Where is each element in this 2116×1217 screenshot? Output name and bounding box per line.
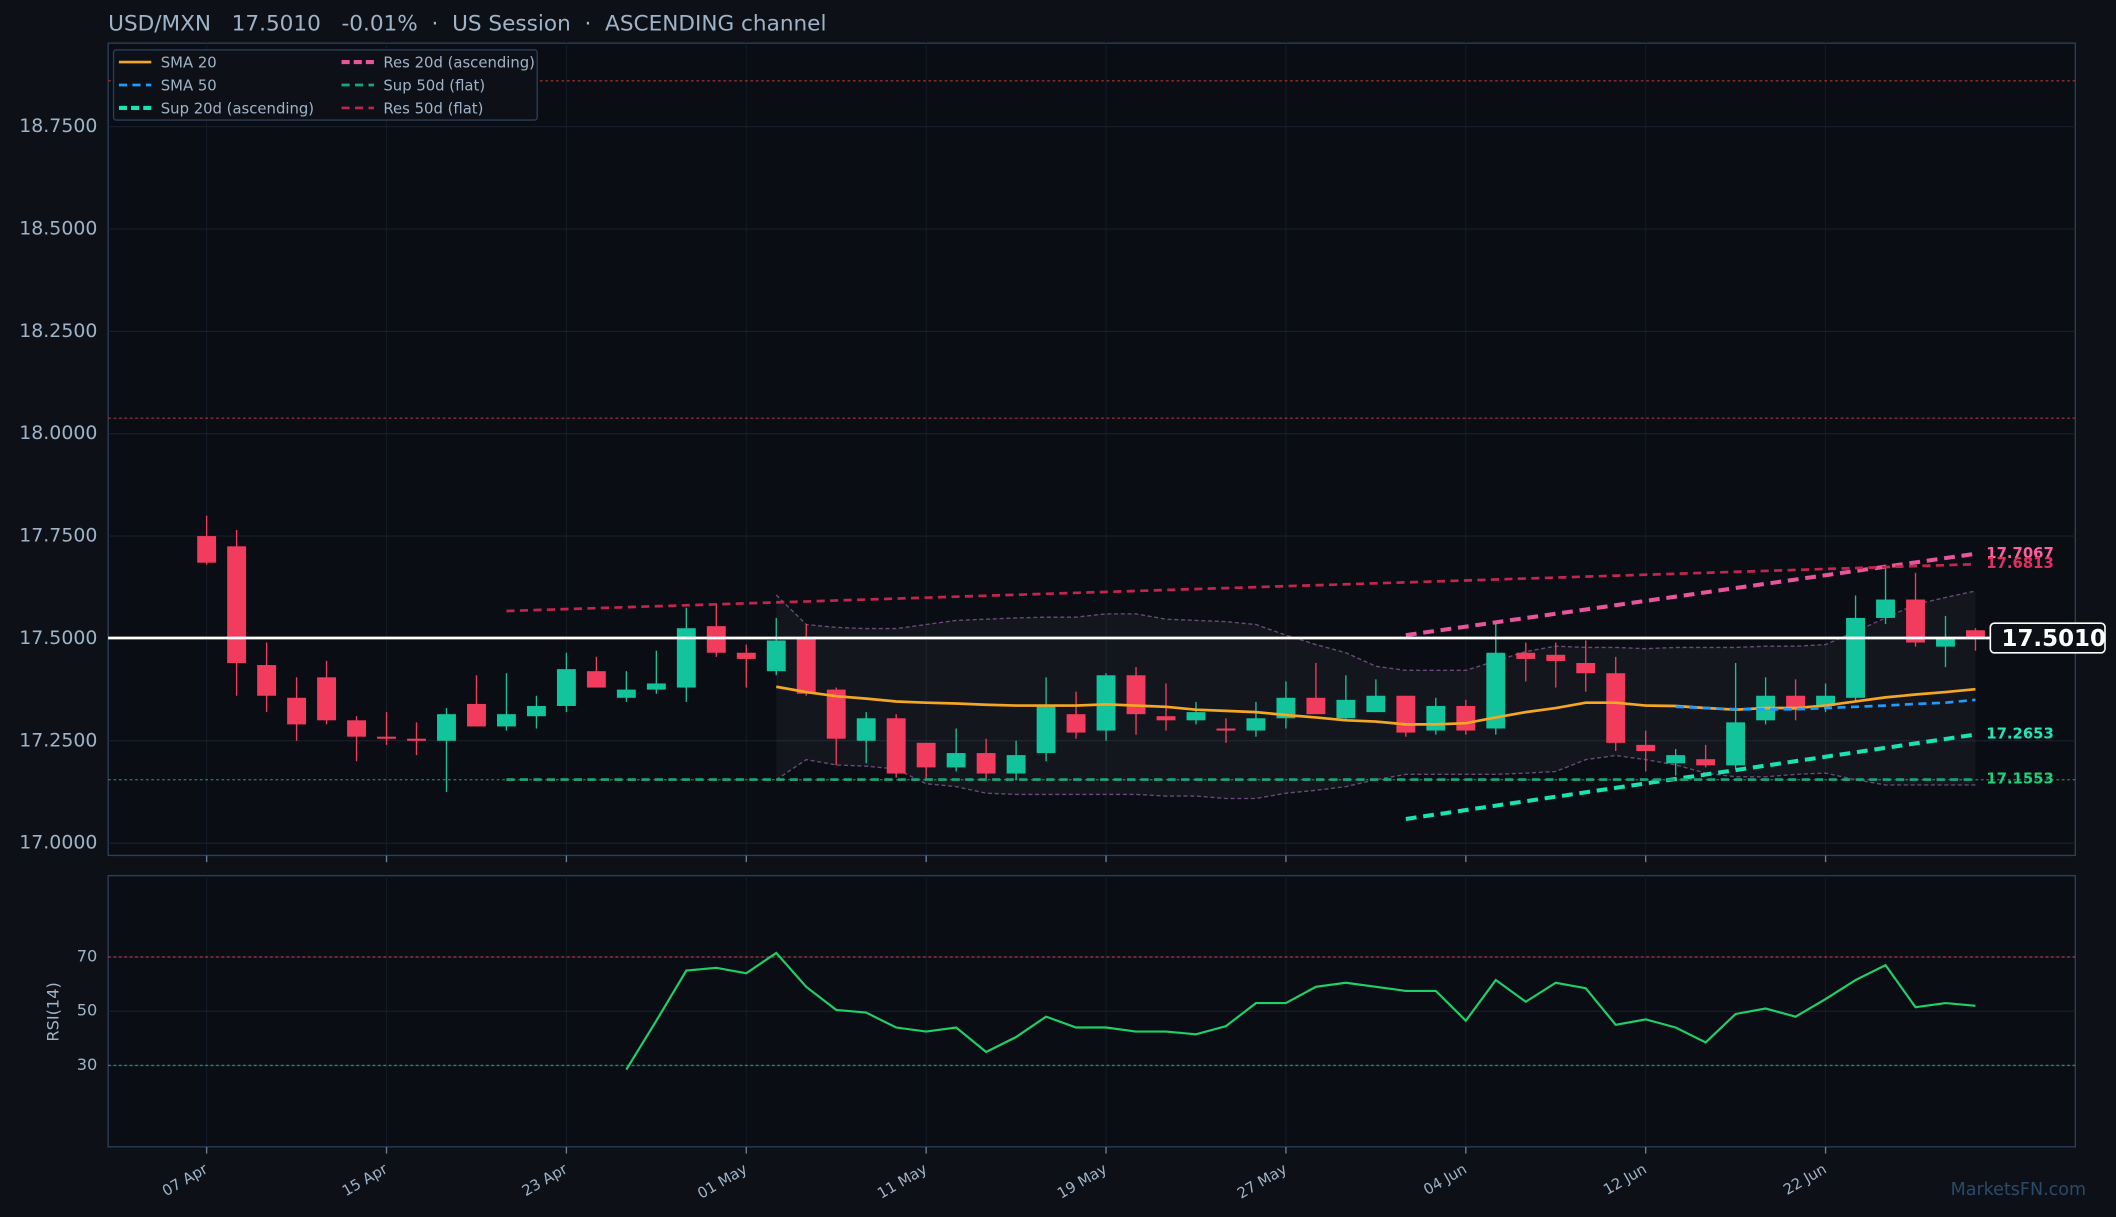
candle-body: [1936, 638, 1955, 647]
candle-body: [976, 753, 996, 774]
candle-body: [1546, 654, 1566, 661]
trend-end-label: 17.7067: [1986, 545, 2054, 562]
last-price-box: [1989, 622, 2106, 654]
candle-body: [1606, 673, 1626, 743]
candle-body: [1066, 714, 1086, 733]
candle-body: [886, 718, 906, 774]
candle-body: [467, 703, 486, 727]
candle-body: [1906, 599, 1925, 643]
y-tick-label: 18.7500: [19, 115, 97, 137]
candle-body: [766, 640, 786, 672]
candle-body: [796, 638, 816, 694]
candle-body: [1456, 705, 1476, 731]
trend-end-label: 17.6813: [1986, 555, 2054, 572]
candle-body: [227, 546, 247, 663]
candle-body: [407, 738, 426, 741]
candle-body: [1396, 695, 1416, 733]
candle-body: [1696, 759, 1716, 766]
candle-body: [1576, 662, 1596, 674]
candle-body: [1846, 617, 1865, 698]
candle-body: [526, 705, 546, 717]
y-tick-label: 70: [77, 947, 98, 966]
candle-body: [1486, 652, 1506, 729]
candle-body: [946, 753, 966, 768]
trend-end-label: 17.1553: [1986, 771, 2054, 788]
candle-body: [377, 736, 396, 739]
candle-body: [916, 742, 936, 768]
candle-body: [676, 628, 696, 688]
candle-body: [556, 669, 576, 706]
candle-body: [197, 536, 217, 563]
price-panel: [107, 42, 2076, 857]
y-tick-label: 17.2500: [19, 729, 97, 751]
trend-line: [1405, 732, 1976, 821]
candle-body: [1516, 652, 1536, 659]
y-tick-label: 18.5000: [19, 218, 97, 240]
candle-body: [1966, 630, 1985, 639]
candle-body: [496, 714, 516, 727]
candle-body: [1216, 728, 1236, 731]
candle-body: [706, 626, 726, 653]
rsi-line: [625, 951, 1976, 1071]
band-line: [775, 590, 1976, 672]
candle-body: [257, 665, 277, 696]
candle-body: [1306, 697, 1326, 715]
candle-body: [1036, 705, 1056, 754]
legend-label: SMA 20: [161, 54, 217, 71]
candle-body: [1246, 718, 1266, 731]
candle-body: [1276, 697, 1296, 719]
legend-label: Sup 50d (flat): [383, 77, 485, 94]
chart-title: USD/MXN 17.5010 -0.01% · US Session · AS…: [108, 11, 826, 36]
candle-body: [287, 697, 307, 725]
candle-body: [856, 718, 876, 741]
y-tick-label: 17.5000: [19, 627, 97, 649]
y-tick-label: 18.2500: [19, 320, 97, 342]
y-tick-label: 30: [77, 1055, 98, 1074]
candle-body: [736, 652, 756, 659]
candle-body: [1426, 705, 1446, 731]
candle-body: [1126, 675, 1146, 715]
candle-body: [1666, 755, 1686, 764]
trend-end-label: 17.2653: [1986, 726, 2054, 743]
y-tick-label: 18.0000: [19, 422, 97, 444]
candle-body: [347, 720, 366, 737]
band-line: [775, 754, 1976, 800]
candle-body: [1876, 599, 1895, 618]
y-tick-label: 17.0000: [19, 832, 97, 854]
candle-body: [437, 714, 456, 741]
trend-line: [1405, 551, 1976, 638]
candle-body: [1336, 699, 1356, 719]
y-tick-label: 50: [77, 1001, 98, 1020]
legend-label: SMA 50: [161, 77, 217, 94]
candle-body: [616, 689, 636, 698]
legend-label: Sup 20d (ascending): [161, 100, 314, 117]
candle-body: [1366, 695, 1386, 713]
y-tick-label: 17.7500: [19, 525, 97, 547]
candle-body: [1096, 675, 1116, 731]
trend-line: [506, 562, 1976, 613]
candle-body: [1186, 712, 1206, 721]
legend-label: Res 20d (ascending): [383, 54, 535, 71]
watermark: MarketsFN.com: [1951, 1180, 2086, 1200]
last-price-label: 17.5010: [2002, 626, 2106, 652]
legend-label: Res 50d (flat): [383, 100, 483, 117]
legend-box: [112, 49, 538, 121]
candle-body: [586, 671, 606, 688]
candle-body: [1636, 744, 1656, 752]
y-axis-label: RSI(14): [44, 982, 63, 1042]
indicator-line: [1675, 698, 1976, 711]
candle-body: [826, 689, 846, 739]
candle-body: [1726, 722, 1746, 766]
candle-body: [646, 683, 666, 690]
candle-body: [317, 677, 337, 721]
candle-body: [1156, 716, 1176, 721]
candle-body: [1006, 755, 1026, 774]
candle-body: [1816, 695, 1836, 706]
